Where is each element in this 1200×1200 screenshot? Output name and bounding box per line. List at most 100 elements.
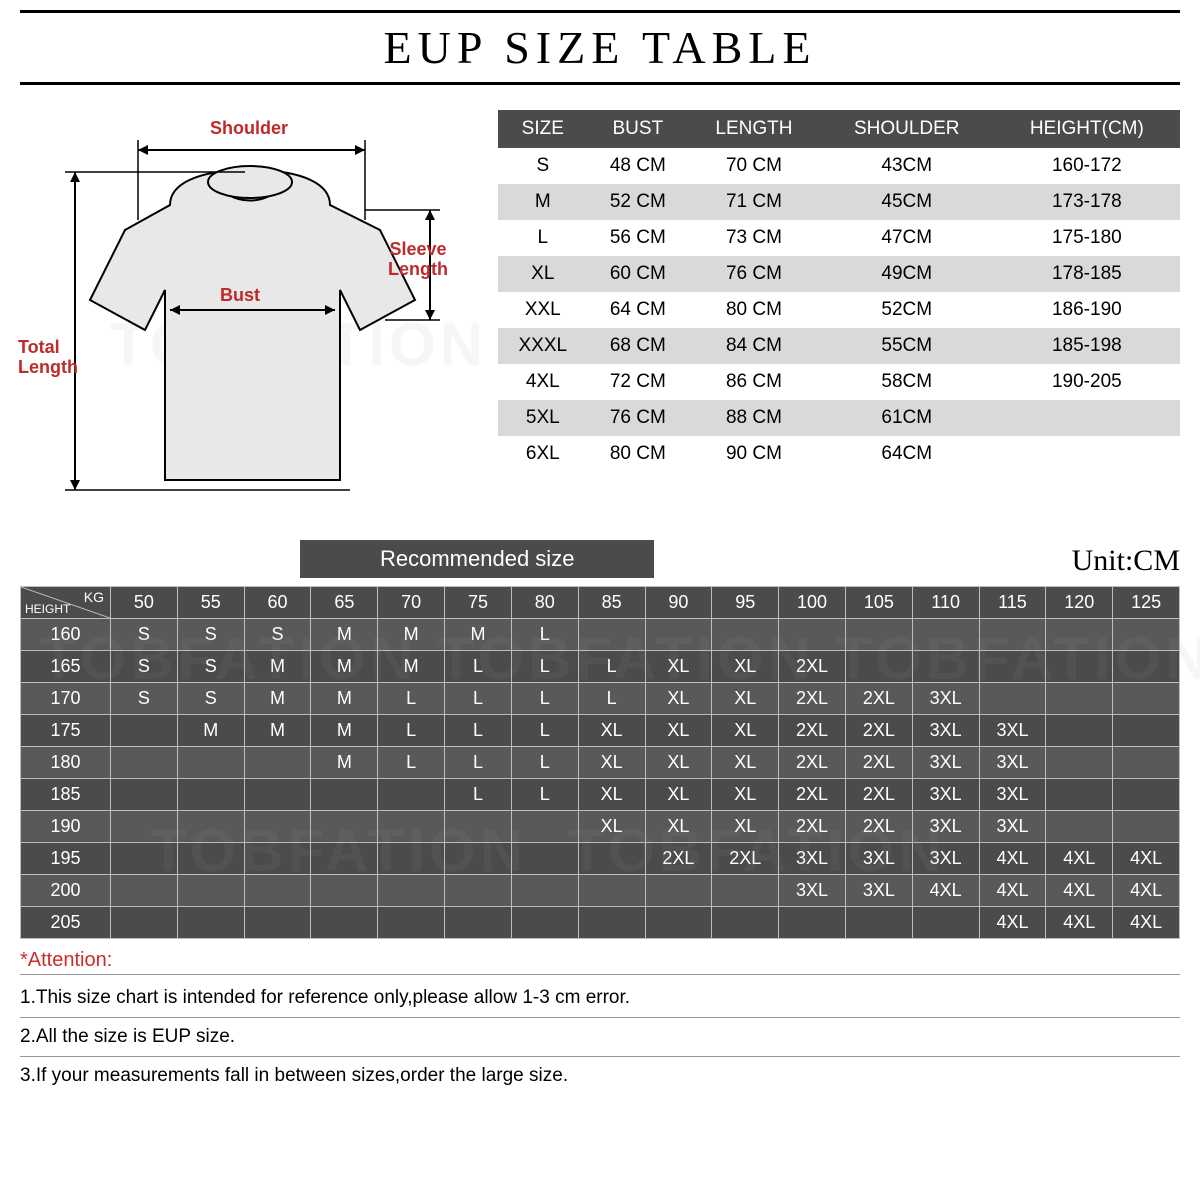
grid-cell <box>177 811 244 843</box>
grid-cell <box>244 779 311 811</box>
attention-item: 2.All the size is EUP size. <box>20 1020 1180 1054</box>
grid-weight-header: 75 <box>445 587 512 619</box>
grid-cell: 2XL <box>845 779 912 811</box>
grid-cell: 3XL <box>912 811 979 843</box>
grid-cell: L <box>511 651 578 683</box>
grid-cell: XL <box>645 683 712 715</box>
grid-cell <box>845 619 912 651</box>
size-table-cell: 160-172 <box>994 148 1180 184</box>
grid-cell: XL <box>645 715 712 747</box>
grid-cell: M <box>378 651 445 683</box>
grid-weight-header: 60 <box>244 587 311 619</box>
diagram-label-total: Total Length <box>18 338 78 378</box>
size-table-header: LENGTH <box>688 110 820 148</box>
grid-height-header: 175 <box>21 715 111 747</box>
grid-cell <box>1113 619 1180 651</box>
grid-weight-header: 105 <box>845 587 912 619</box>
grid-cell: M <box>311 651 378 683</box>
size-table-cell: 47CM <box>820 220 994 256</box>
size-table-cell: 76 CM <box>588 400 689 436</box>
grid-row: 170SSMMLLLLXLXL2XL2XL3XL <box>21 683 1180 715</box>
grid-cell <box>845 651 912 683</box>
grid-cell <box>979 619 1046 651</box>
grid-cell: 2XL <box>845 747 912 779</box>
grid-cell <box>111 875 178 907</box>
grid-cell: S <box>111 619 178 651</box>
size-table-cell: S <box>498 148 588 184</box>
grid-cell: 3XL <box>979 779 1046 811</box>
grid-cell <box>177 875 244 907</box>
size-table-cell: 56 CM <box>588 220 689 256</box>
grid-cell: L <box>445 747 512 779</box>
grid-cell <box>511 843 578 875</box>
attention-list: 1.This size chart is intended for refere… <box>20 981 1180 1093</box>
grid-cell: 4XL <box>979 875 1046 907</box>
grid-cell: 2XL <box>712 843 779 875</box>
grid-cell: 4XL <box>1046 843 1113 875</box>
grid-cell: L <box>445 683 512 715</box>
grid-cell <box>111 747 178 779</box>
grid-cell: 2XL <box>779 651 846 683</box>
grid-cell: XL <box>578 747 645 779</box>
grid-cell <box>712 619 779 651</box>
grid-weight-header: 65 <box>311 587 378 619</box>
grid-cell <box>1113 779 1180 811</box>
grid-cell <box>378 843 445 875</box>
grid-cell: 3XL <box>979 715 1046 747</box>
size-table-cell: 175-180 <box>994 220 1180 256</box>
grid-cell <box>1113 715 1180 747</box>
grid-cell: 3XL <box>845 843 912 875</box>
grid-cell <box>979 651 1046 683</box>
size-table-cell: 45CM <box>820 184 994 220</box>
grid-cell <box>111 843 178 875</box>
size-table-cell: 64 CM <box>588 292 689 328</box>
size-table-cell: 72 CM <box>588 364 689 400</box>
grid-cell: XL <box>712 683 779 715</box>
grid-cell <box>111 715 178 747</box>
attention-title: *Attention: <box>20 949 1180 972</box>
grid-cell <box>912 651 979 683</box>
size-table-cell: 55CM <box>820 328 994 364</box>
grid-cell: 3XL <box>912 715 979 747</box>
grid-weight-header: 55 <box>177 587 244 619</box>
size-table-cell: 49CM <box>820 256 994 292</box>
size-table-header: SHOULDER <box>820 110 994 148</box>
grid-cell: L <box>511 747 578 779</box>
size-table-cell: 173-178 <box>994 184 1180 220</box>
grid-cell: XL <box>645 747 712 779</box>
grid-cell: 3XL <box>779 843 846 875</box>
grid-cell <box>712 875 779 907</box>
grid-cell <box>1046 715 1113 747</box>
grid-weight-header: 85 <box>578 587 645 619</box>
grid-cell <box>1113 651 1180 683</box>
grid-cell <box>378 779 445 811</box>
size-table-cell: 88 CM <box>688 400 820 436</box>
size-table-cell: M <box>498 184 588 220</box>
grid-cell: 2XL <box>779 715 846 747</box>
grid-cell: L <box>378 683 445 715</box>
size-table-cell <box>994 400 1180 436</box>
grid-cell: 2XL <box>845 683 912 715</box>
grid-cell: 3XL <box>979 811 1046 843</box>
grid-cell <box>111 811 178 843</box>
unit-label: Unit:CM <box>1072 544 1180 578</box>
grid-cell <box>779 907 846 939</box>
shirt-diagram: TOBFATION <box>20 110 480 520</box>
grid-cell <box>912 907 979 939</box>
grid-row: 1952XL2XL3XL3XL3XL4XL4XL4XL <box>21 843 1180 875</box>
grid-cell: XL <box>578 811 645 843</box>
size-table-cell: 80 CM <box>688 292 820 328</box>
size-table-cell: 76 CM <box>688 256 820 292</box>
size-table-cell: 70 CM <box>688 148 820 184</box>
grid-cell <box>311 875 378 907</box>
grid-cell: 2XL <box>845 811 912 843</box>
grid-cell <box>1046 811 1113 843</box>
grid-height-header: 165 <box>21 651 111 683</box>
grid-cell: 3XL <box>912 843 979 875</box>
diagram-label-bust: Bust <box>220 285 260 306</box>
grid-cell <box>378 875 445 907</box>
size-table-header: HEIGHT(CM) <box>994 110 1180 148</box>
grid-cell <box>177 843 244 875</box>
grid-cell: L <box>511 683 578 715</box>
grid-cell: L <box>445 715 512 747</box>
